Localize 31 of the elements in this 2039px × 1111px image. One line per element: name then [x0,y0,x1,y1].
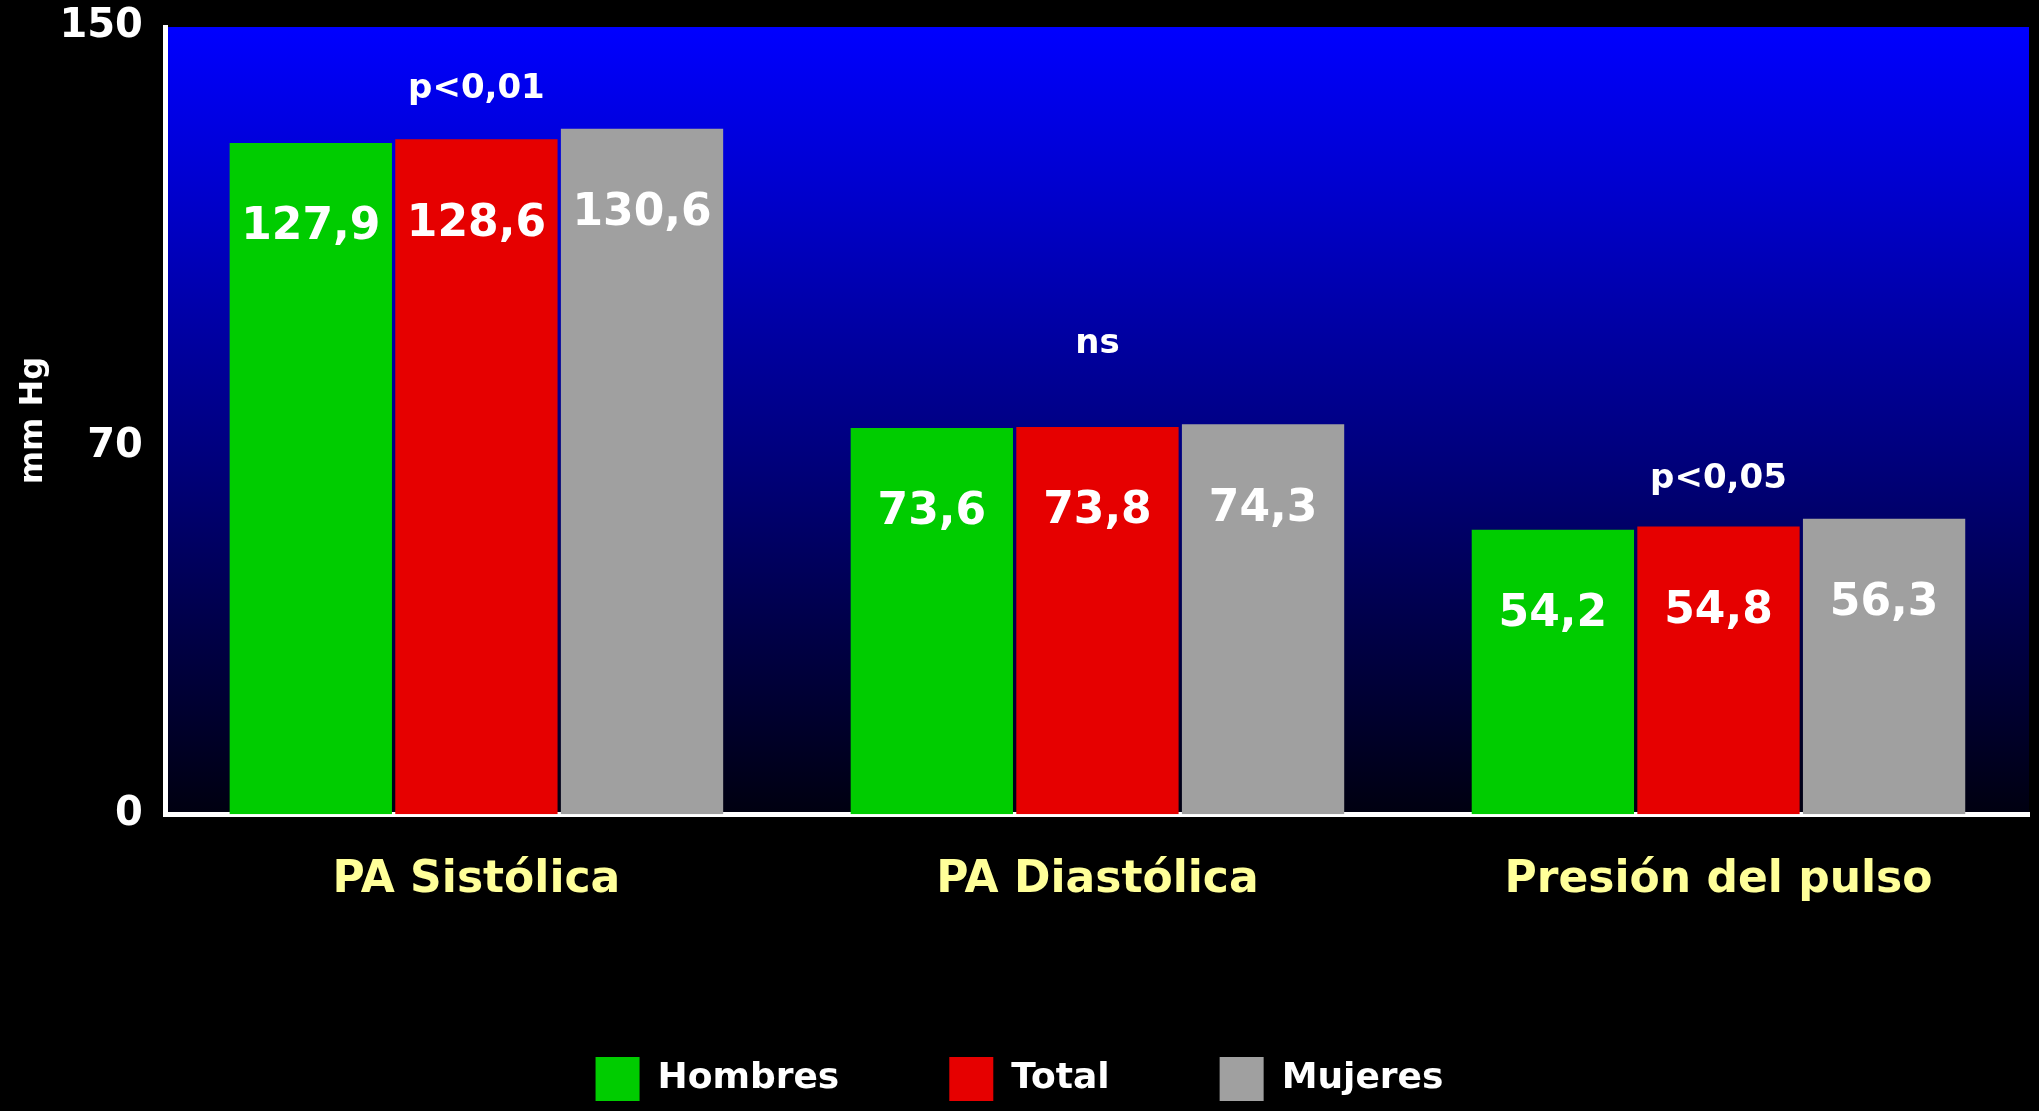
annotation: p<0,01 [408,65,545,106]
data-label: 74,3 [1208,479,1318,531]
x-tick-label: PA Diastólica [936,851,1259,903]
bar [560,128,724,815]
bar [1181,424,1345,815]
data-label: 54,8 [1664,582,1773,634]
bar [1016,426,1179,815]
bar [229,142,392,815]
y-tick-label: 150 [59,0,143,47]
data-label: 128,6 [406,194,547,246]
bar [395,139,558,815]
annotation: p<0,05 [1650,455,1787,496]
bar [850,427,1013,815]
data-label: 127,9 [241,198,381,250]
x-tick-label: PA Sistólica [332,851,621,903]
annotation: ns [1075,321,1120,362]
legend-label: Hombres [657,1055,840,1097]
bar [1637,526,1800,815]
y-axis-title: mm Hg [11,356,50,485]
legend-label: Total [1011,1055,1110,1097]
legend-label: Mujeres [1281,1055,1444,1097]
data-label: 130,6 [572,184,712,236]
y-tick-label: 0 [115,787,143,834]
data-label: 73,6 [877,483,987,535]
data-label: 73,8 [1043,482,1152,534]
data-label: 56,3 [1829,574,1939,626]
data-label: 54,2 [1498,585,1608,637]
x-tick-label: Presión del pulso [1504,851,1933,903]
bar [1802,518,1966,815]
y-tick-label: 70 [87,420,143,467]
bar [1471,529,1635,815]
